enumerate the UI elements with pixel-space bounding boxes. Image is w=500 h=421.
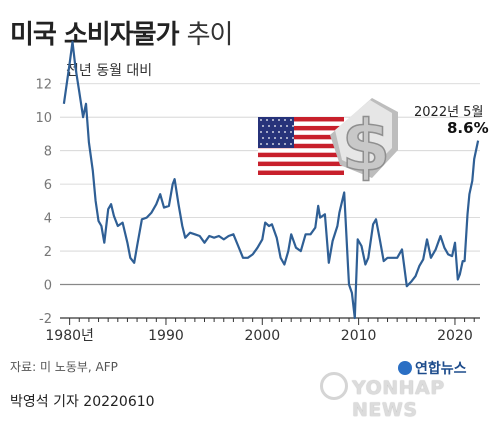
x-tick-label: 2000 [244,328,280,344]
source-note: 자료: 미 노동부, AFP [10,360,118,374]
title-main: 미국 소비자물가 [10,20,179,50]
y-tick-label: 4 [44,212,52,227]
logo-ko-text: 연합뉴스 [415,361,467,377]
x-tick-label: 2010 [341,328,377,344]
latest-date-label: 2022년 5월 [414,105,484,120]
y-tick-label: 10 [35,111,52,126]
y-axis-label: 전년 동월 대비 [66,63,153,79]
watermark-text: YONHAP NEWS [352,377,445,421]
y-tick-label: 8 [44,145,52,160]
svg-text:$: $ [342,105,391,187]
byline: 박영석 기자 20220610 [10,394,155,410]
title-sub: 추이 [186,20,234,50]
y-tick-label: 2 [44,245,52,260]
y-tick-label: 6 [44,178,52,193]
x-axis: 1980년 1990 2000 2010 2020 [45,317,480,344]
x-tick-label: 1980년 [45,328,94,344]
x-tick-label: 2020 [437,328,473,344]
y-tick-label: 12 [35,78,52,93]
yonhap-logo: 연합뉴스 [398,358,467,378]
y-axis: -2 0 2 4 6 8 10 12 [35,78,52,327]
x-tick-label: 1990 [148,328,184,344]
y-tick-label: -2 [39,312,52,327]
dollar-sign-icon: $ [330,98,398,188]
chart-title: 미국 소비자물가 추이 [10,14,234,51]
watermark-circle-icon [320,372,348,400]
us-flag-icon [258,117,344,175]
y-tick-label: 0 [44,279,52,294]
yonhap-mark-icon [398,361,412,375]
latest-value-label: 8.6% [447,119,489,137]
cpi-line [62,40,480,320]
